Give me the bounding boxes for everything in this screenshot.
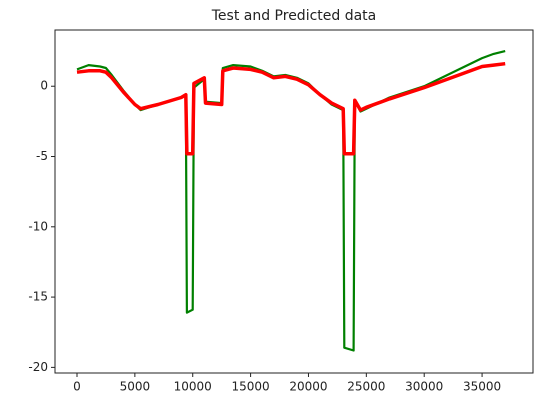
plot-frame [54,29,534,374]
x-tick-label: 20000 [289,380,327,394]
x-tick-label: 15000 [232,380,270,394]
y-tick-label: -10 [28,219,48,233]
x-tick-label: 35000 [463,380,501,394]
x-tick-label: 0 [73,380,81,394]
x-tick-label: 10000 [174,380,212,394]
x-tick-label: 25000 [347,380,385,394]
y-tick-label: 0 [40,79,48,93]
series-line [76,61,506,156]
y-tick-label: -20 [28,360,48,374]
series-line [76,50,506,352]
x-tick-label: 30000 [405,380,443,394]
y-tick-label: -5 [36,149,48,163]
x-tick-label: 5000 [120,380,151,394]
chart-title: Test and Predicted data [211,8,377,24]
y-tick-label: -15 [28,290,48,304]
